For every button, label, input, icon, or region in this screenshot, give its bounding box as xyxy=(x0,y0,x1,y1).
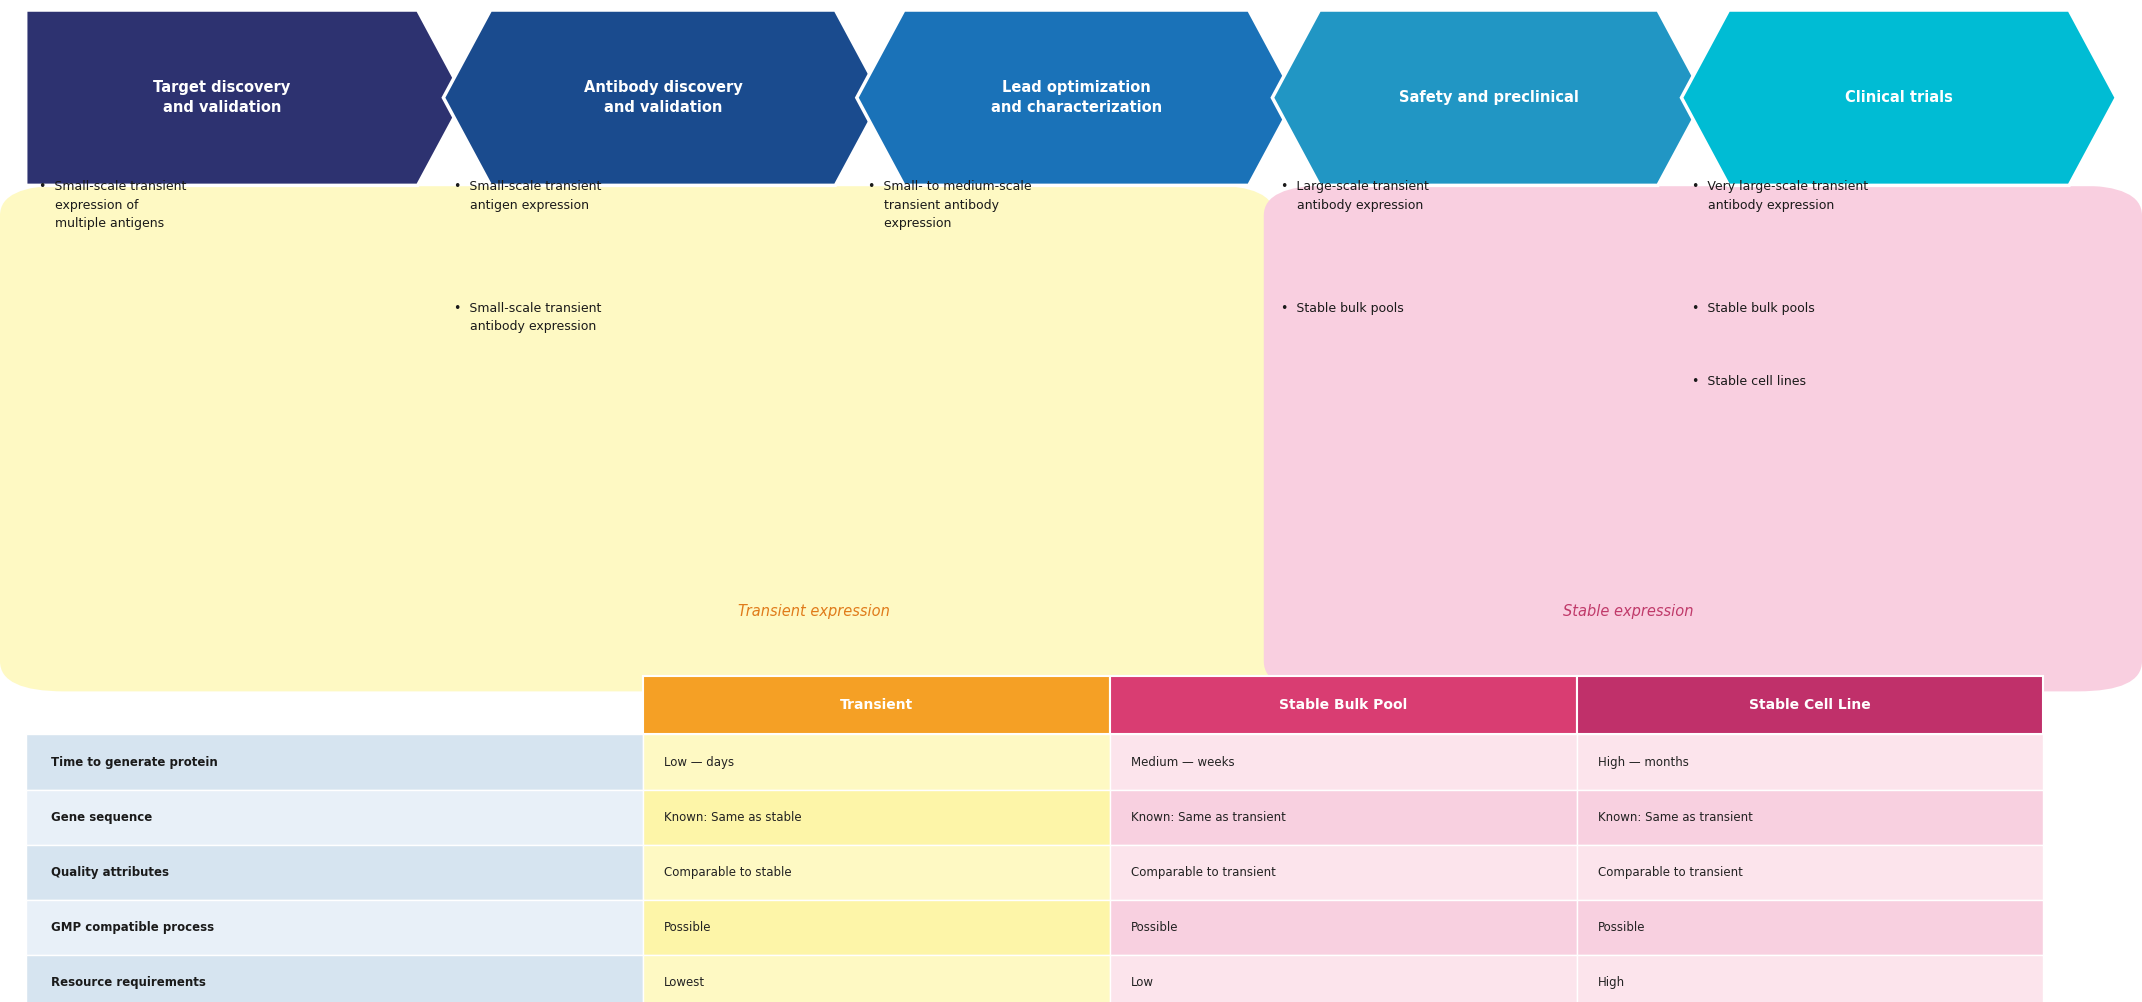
Text: Stable Bulk Pool: Stable Bulk Pool xyxy=(1279,698,1407,712)
Text: Safety and preclinical: Safety and preclinical xyxy=(1399,90,1579,105)
FancyBboxPatch shape xyxy=(643,845,1110,900)
FancyBboxPatch shape xyxy=(643,676,1110,734)
FancyBboxPatch shape xyxy=(643,790,1110,845)
FancyBboxPatch shape xyxy=(26,790,643,845)
FancyBboxPatch shape xyxy=(1577,734,2043,790)
Text: •  Small-scale transient
    antibody expression: • Small-scale transient antibody express… xyxy=(454,302,602,333)
Text: Time to generate protein: Time to generate protein xyxy=(51,756,218,769)
Text: •  Very large-scale transient
    antibody expression: • Very large-scale transient antibody ex… xyxy=(1692,180,1868,211)
Text: Target discovery
and validation: Target discovery and validation xyxy=(152,80,291,115)
FancyBboxPatch shape xyxy=(1110,790,1577,845)
Text: Known: Same as transient: Known: Same as transient xyxy=(1131,811,1285,824)
Text: •  Small- to medium-scale
    transient antibody
    expression: • Small- to medium-scale transient antib… xyxy=(868,180,1030,230)
Text: Stable Cell Line: Stable Cell Line xyxy=(1750,698,1870,712)
Polygon shape xyxy=(1272,10,1705,185)
FancyBboxPatch shape xyxy=(643,734,1110,790)
Text: Quality attributes: Quality attributes xyxy=(51,866,169,879)
FancyBboxPatch shape xyxy=(0,185,1274,691)
Text: Medium — weeks: Medium — weeks xyxy=(1131,756,1234,769)
Text: GMP compatible process: GMP compatible process xyxy=(51,921,214,934)
FancyBboxPatch shape xyxy=(1110,734,1577,790)
FancyBboxPatch shape xyxy=(26,900,643,955)
FancyBboxPatch shape xyxy=(1577,676,2043,734)
Text: Known: Same as stable: Known: Same as stable xyxy=(664,811,801,824)
Text: •  Stable cell lines: • Stable cell lines xyxy=(1692,375,1806,388)
Text: Possible: Possible xyxy=(1131,921,1178,934)
Text: •  Small-scale transient
    expression of
    multiple antigens: • Small-scale transient expression of mu… xyxy=(39,180,186,230)
Text: Possible: Possible xyxy=(664,921,711,934)
FancyBboxPatch shape xyxy=(1577,955,2043,1002)
FancyBboxPatch shape xyxy=(1577,790,2043,845)
Text: •  Stable bulk pools: • Stable bulk pools xyxy=(1281,302,1403,315)
FancyBboxPatch shape xyxy=(1110,900,1577,955)
Text: Possible: Possible xyxy=(1598,921,1645,934)
Polygon shape xyxy=(857,10,1296,185)
Text: Low — days: Low — days xyxy=(664,756,735,769)
Text: Low: Low xyxy=(1131,976,1155,989)
FancyBboxPatch shape xyxy=(643,900,1110,955)
Text: Comparable to transient: Comparable to transient xyxy=(1598,866,1744,879)
Text: •  Large-scale transient
    antibody expression: • Large-scale transient antibody express… xyxy=(1281,180,1429,211)
Text: Transient: Transient xyxy=(840,698,912,712)
FancyBboxPatch shape xyxy=(1577,845,2043,900)
Text: High — months: High — months xyxy=(1598,756,1688,769)
Text: Stable expression: Stable expression xyxy=(1564,604,1692,618)
FancyBboxPatch shape xyxy=(1110,676,1577,734)
FancyBboxPatch shape xyxy=(26,955,643,1002)
Text: Comparable to stable: Comparable to stable xyxy=(664,866,793,879)
Text: High: High xyxy=(1598,976,1626,989)
Text: Resource requirements: Resource requirements xyxy=(51,976,206,989)
Text: Clinical trials: Clinical trials xyxy=(1844,90,1954,105)
Text: Known: Same as transient: Known: Same as transient xyxy=(1598,811,1752,824)
FancyBboxPatch shape xyxy=(1110,845,1577,900)
Text: Lead optimization
and characterization: Lead optimization and characterization xyxy=(992,80,1161,115)
FancyBboxPatch shape xyxy=(1110,955,1577,1002)
FancyBboxPatch shape xyxy=(1577,900,2043,955)
Text: Gene sequence: Gene sequence xyxy=(51,811,152,824)
FancyBboxPatch shape xyxy=(643,955,1110,1002)
FancyBboxPatch shape xyxy=(26,734,643,790)
Polygon shape xyxy=(26,10,465,185)
Text: Antibody discovery
and validation: Antibody discovery and validation xyxy=(583,80,743,115)
Text: Transient expression: Transient expression xyxy=(739,604,889,618)
Text: Lowest: Lowest xyxy=(664,976,705,989)
Polygon shape xyxy=(443,10,883,185)
FancyBboxPatch shape xyxy=(1264,185,2142,691)
Text: •  Small-scale transient
    antigen expression: • Small-scale transient antigen expressi… xyxy=(454,180,602,211)
Text: •  Stable bulk pools: • Stable bulk pools xyxy=(1692,302,1814,315)
FancyBboxPatch shape xyxy=(26,845,643,900)
Polygon shape xyxy=(1681,10,2116,185)
Text: Comparable to transient: Comparable to transient xyxy=(1131,866,1277,879)
